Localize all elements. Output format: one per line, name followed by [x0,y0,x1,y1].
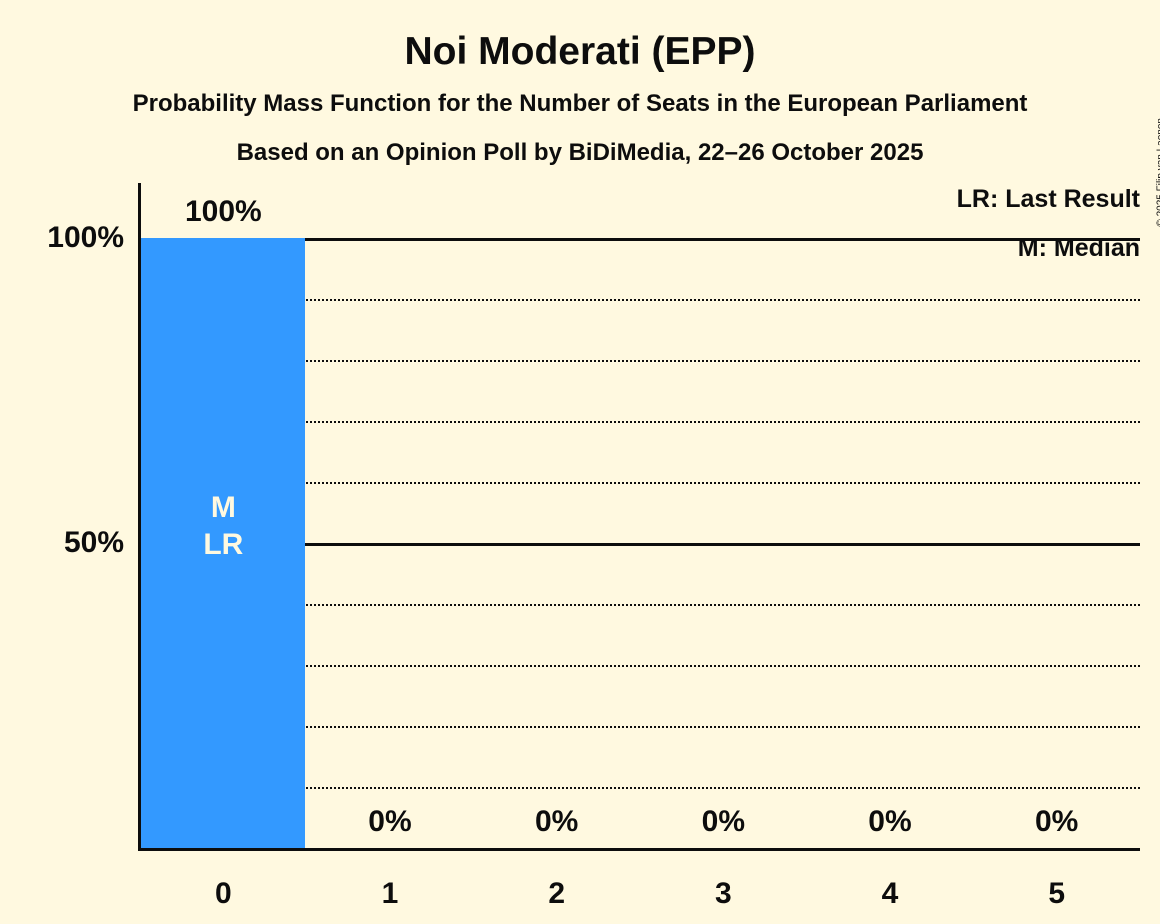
bar-value-label-seat-1: 0% [368,805,412,838]
x-tick-label-5: 5 [1048,877,1065,910]
x-tick-label-1: 1 [381,877,399,910]
x-tick-label-0: 0 [214,877,232,910]
bar-value-label-seat-3: 0% [701,805,745,838]
bar-value-label-seat-4: 0% [868,805,912,838]
x-tick-label-2: 2 [548,877,565,910]
bar-value-label-seat-0: 100% [184,195,262,228]
gridline-100pct [141,238,1140,241]
y-tick-label-50pct: 50% [63,526,124,559]
y-tick-label-100pct: 100% [47,221,124,254]
chart-title: Noi Moderati (EPP) [404,30,756,73]
x-tick-label-3: 3 [714,877,732,910]
x-tick-label-4: 4 [881,877,899,910]
gridline-60pct [141,482,1140,484]
bar-value-label-seat-2: 0% [534,805,579,838]
y-axis-line [138,183,141,851]
gridline-90pct [141,299,1140,301]
gridline-30pct [141,665,1140,667]
gridline-10pct [141,787,1140,789]
bar-annotation-seat-0: M LR [140,489,307,563]
bar-seat-0 [141,238,306,848]
x-axis-line [138,848,1140,851]
gridline-50pct [141,543,1140,546]
gridline-40pct [141,604,1140,606]
last-result-marker: LR [203,528,244,561]
gridline-80pct [141,360,1140,362]
chart-subtitle: Probability Mass Function for the Number… [132,90,1028,117]
bar-value-label-seat-5: 0% [1034,805,1079,838]
gridline-70pct [141,421,1140,423]
legend-last-result: LR: Last Result [956,185,1140,213]
median-marker: M [210,491,236,524]
chart-source-line: Based on an Opinion Poll by BiDiMedia, 2… [236,139,924,166]
gridline-20pct [141,726,1140,728]
